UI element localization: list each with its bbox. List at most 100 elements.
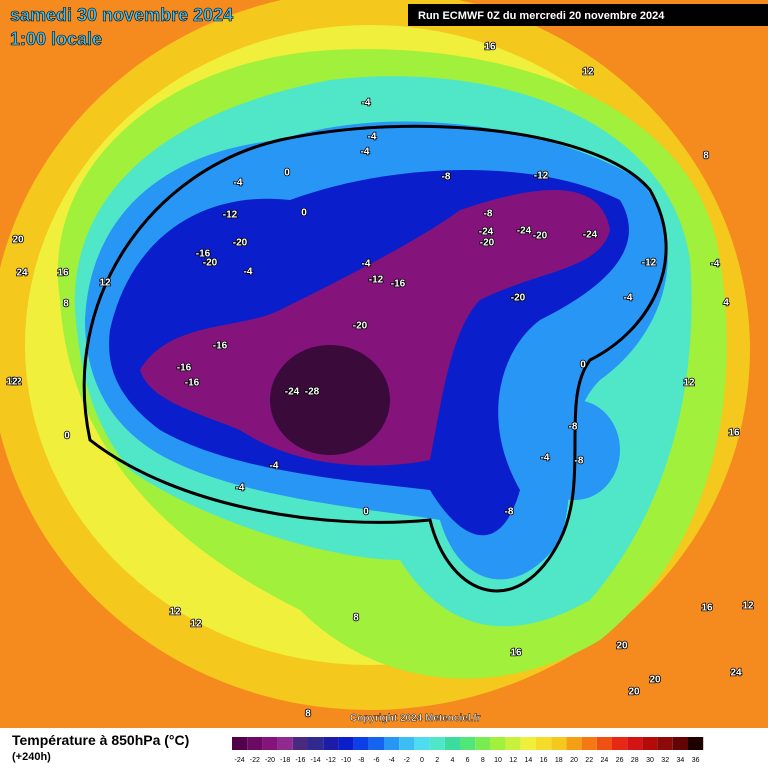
colorbar-swatch [460, 737, 476, 750]
contour-label: -20 [533, 231, 548, 242]
contour-label: -4 [361, 147, 370, 158]
contour-label: 20 [649, 675, 661, 686]
contour-label: 20 [616, 641, 628, 652]
colorbar-label: 2 [435, 757, 439, 764]
colorbar-label: -24 [235, 757, 245, 764]
colorbar-label: 20 [570, 757, 578, 764]
contour-label: 0 [301, 208, 307, 219]
colorbar-label: 24 [601, 757, 609, 764]
colorbar-label: -14 [311, 757, 321, 764]
contour-label: -8 [569, 422, 578, 433]
contour-label: -4 [234, 178, 243, 189]
contour-label: -12 [369, 275, 384, 286]
colorbar-label: 32 [661, 757, 669, 764]
colorbar-swatch [657, 737, 673, 750]
contour-label: -4 [541, 453, 550, 464]
colorbar-swatch [612, 737, 628, 750]
colorbar-label: 4 [450, 757, 454, 764]
contour-label: 12 [169, 607, 181, 618]
colorbar-label: -2 [404, 757, 410, 764]
colorbar-swatch [475, 737, 491, 750]
colorbar-swatch [444, 737, 460, 750]
contour-label: -20 [233, 238, 248, 249]
contour-label: 12 [742, 601, 754, 612]
colorbar-swatch [688, 737, 704, 750]
contour-label: -20 [511, 293, 526, 304]
contour-label: -4 [270, 461, 279, 472]
contour-label: -4 [711, 259, 720, 270]
contour-label: 4 [723, 298, 729, 309]
contour-label: -16 [213, 341, 228, 352]
contour-label: -16 [185, 378, 200, 389]
colorbar-swatch [368, 737, 384, 750]
contour-label: -12 [534, 171, 549, 182]
contour-label: -8 [505, 507, 514, 518]
contour-label: 20 [628, 687, 640, 698]
contour-label: -24 [479, 227, 494, 238]
colorbar-swatch [566, 737, 582, 750]
run-label: Run ECMWF 0Z du mercredi 20 novembre 202… [418, 10, 665, 22]
colorbar-swatch [292, 737, 308, 750]
contour-label: 0 [64, 431, 70, 442]
colorbar-swatch [353, 737, 369, 750]
colorbar-label: 36 [692, 757, 700, 764]
colorbar-label: 6 [466, 757, 470, 764]
contour-label: -24 [517, 226, 532, 237]
contour-label: -24 [583, 230, 598, 241]
contour-label: -4 [624, 293, 633, 304]
colorbar-label: 16 [540, 757, 548, 764]
colorbar-swatch [399, 737, 415, 750]
contour-label: -12 [642, 258, 657, 269]
colorbar-swatch [520, 737, 536, 750]
colorbar-label: 8 [481, 757, 485, 764]
colorbar-swatch [277, 737, 293, 750]
colorbar-label: -18 [280, 757, 290, 764]
time-label: 1:00 locale [10, 29, 102, 49]
contour-label: 16 [701, 603, 713, 614]
contour-label: -24 [285, 387, 300, 398]
contour-label: 12 [10, 377, 22, 388]
contour-label: -16 [177, 363, 192, 374]
colorbar-label: 10 [494, 757, 502, 764]
contour-label: -4 [368, 132, 377, 143]
contour-label: -4 [362, 259, 371, 270]
colorbar-label: 22 [585, 757, 593, 764]
contour-label: -16 [196, 249, 211, 260]
contour-label: 12 [683, 378, 695, 389]
contour-label: 12 [190, 619, 202, 630]
colorbar-label: 12 [509, 757, 517, 764]
contour-label: 8 [703, 151, 709, 162]
colorbar-label: -12 [326, 757, 336, 764]
contour-label: 12 [582, 67, 594, 78]
colorbar-label: 0 [420, 757, 424, 764]
colorbar-label: 34 [677, 757, 685, 764]
colorbar-swatch [247, 737, 263, 750]
colorbar-swatch [384, 737, 400, 750]
contour-label: 0 [580, 360, 586, 371]
colorbar-label: -20 [265, 757, 275, 764]
contour-label: 0 [363, 507, 369, 518]
contour-label: 16 [57, 268, 69, 279]
date-label: samedi 30 novembre 2024 [10, 5, 233, 25]
contour-label: -8 [575, 456, 584, 467]
colorbar-label: -8 [358, 757, 364, 764]
colorbar-swatch [338, 737, 354, 750]
contour-label: 12 [99, 278, 111, 289]
colorbar-swatch [232, 737, 248, 750]
contour-label: 0 [284, 168, 290, 179]
colorbar-label: 28 [631, 757, 639, 764]
colorbar-label: 26 [616, 757, 624, 764]
contour-label: -8 [484, 209, 493, 220]
contour-label: -8 [442, 172, 451, 183]
colorbar-swatch [642, 737, 658, 750]
colorbar-swatch [551, 737, 567, 750]
zero-isotherm [82, 124, 668, 593]
contour-label: -12 [223, 210, 238, 221]
contour-label: 20 [12, 235, 24, 246]
contour-label: 24 [730, 668, 742, 679]
run-banner [408, 4, 768, 26]
colorbar-swatch [308, 737, 324, 750]
colorbar-label: 14 [525, 757, 533, 764]
contour-label: 16 [510, 648, 522, 659]
zone-purple [140, 190, 610, 466]
